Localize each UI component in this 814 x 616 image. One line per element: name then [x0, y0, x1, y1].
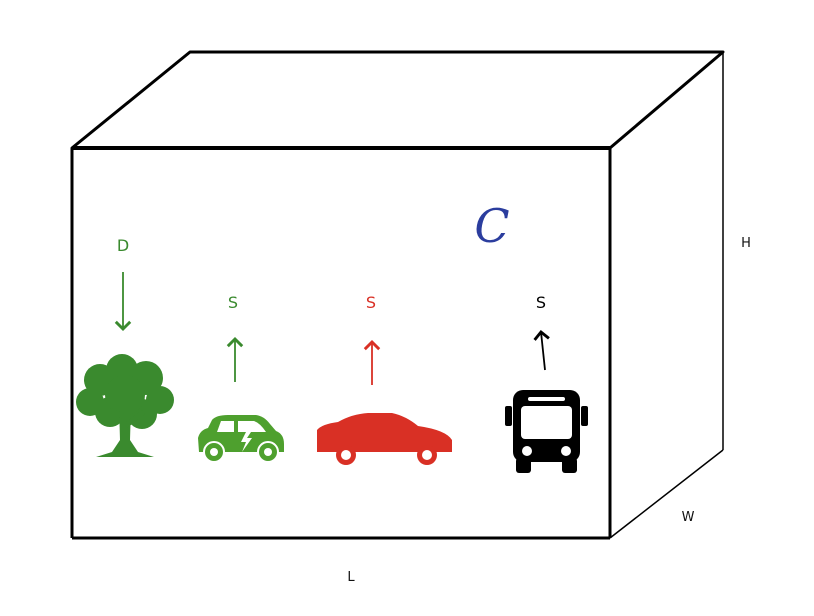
width-label: W	[682, 510, 695, 525]
tree-icon	[76, 354, 174, 457]
flux-label-electric-car: S	[228, 293, 238, 312]
electric-car-icon	[198, 415, 284, 463]
container-symbol: C	[474, 199, 509, 253]
box-outline	[70, 50, 725, 540]
flux-label-tree: D	[117, 236, 129, 255]
box-top-face	[70, 50, 725, 150]
bus-icon	[505, 390, 588, 473]
car-icon	[317, 413, 452, 465]
length-label: L	[347, 570, 355, 585]
height-label: H	[741, 236, 751, 251]
flux-label-car: S	[366, 293, 376, 312]
flux-label-bus: S	[536, 293, 546, 312]
flux-arrow-bus	[533, 329, 550, 371]
box-bottom-depth-edge	[609, 449, 724, 539]
